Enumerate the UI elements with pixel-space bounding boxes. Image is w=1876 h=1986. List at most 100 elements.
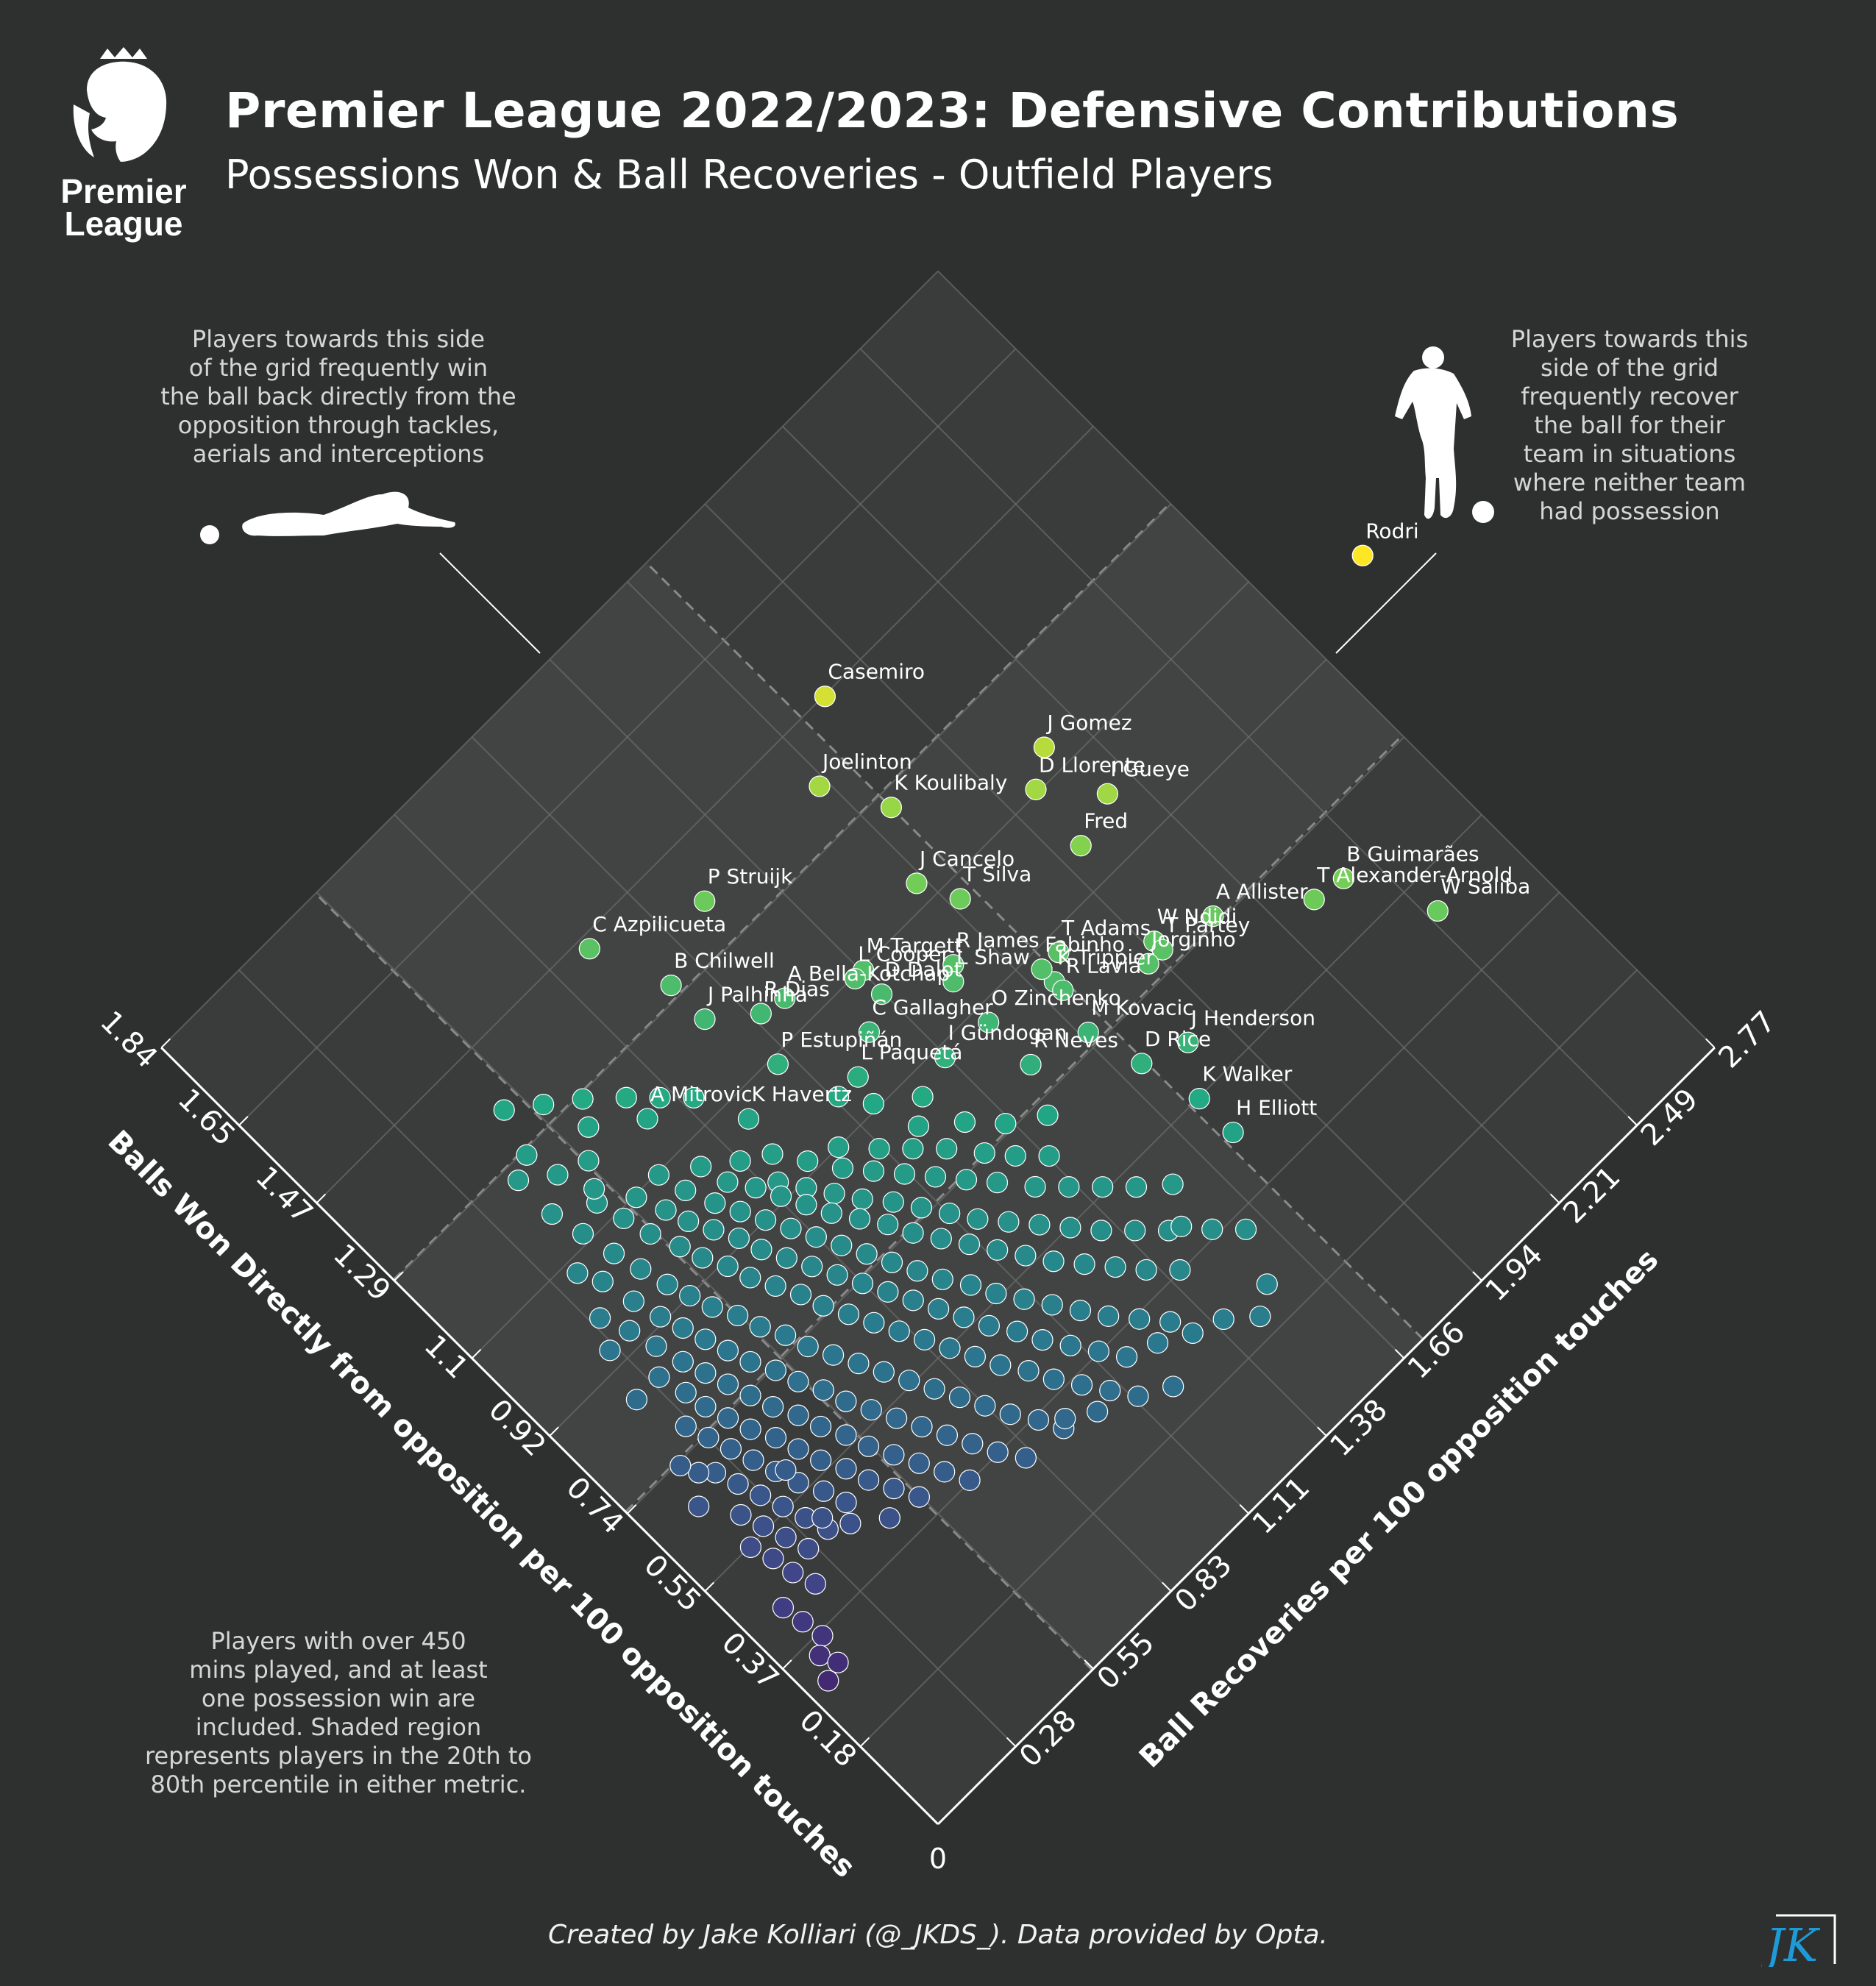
player-point [1256,1273,1278,1295]
player-point [1058,1176,1080,1198]
player-point [858,1469,880,1491]
footer-credit: Created by Jake Kolliari (@_JKDS_). Data… [548,1920,1328,1950]
player-point [782,1562,804,1584]
player-point [717,1339,739,1362]
player-point [873,1361,895,1383]
player-point [583,1178,605,1200]
player-label: Fred [1084,809,1128,833]
player-point [717,1407,739,1429]
player-point [883,1478,905,1500]
player-point [650,1306,672,1328]
player-point [1038,1145,1060,1167]
player-point [625,1389,648,1411]
player-point [750,1484,772,1506]
player-label: K Havertz [751,1082,851,1106]
player-label: C Gallagher [872,995,993,1019]
player-point [928,1298,950,1320]
player-point [619,1320,641,1342]
player-label: T Partey [1165,913,1250,937]
player-point [883,1444,905,1466]
player-point-labeled [1351,544,1374,566]
player-point-labeled [880,797,903,819]
player-point [669,1236,691,1258]
player-point-labeled [858,1021,881,1043]
player-point [639,1222,661,1245]
player-point [964,1345,986,1367]
player-point [1201,1218,1223,1240]
player-point [742,1449,764,1471]
player-point [787,1438,809,1460]
player-point [739,1384,761,1406]
grid-line [859,348,1638,1126]
player-label: L Cooper [858,942,950,967]
player-point-labeled [1177,1031,1199,1053]
player-point [831,1157,854,1179]
player-point [898,1370,920,1392]
player-point [1092,1176,1114,1198]
player-label: T Alexander-Arnold [1316,863,1513,887]
player-point [678,1210,700,1232]
player-point [541,1203,564,1225]
player-point [827,1651,849,1673]
player-label: Rodri [1365,519,1418,543]
player-point [953,1111,976,1133]
player-point [1059,1217,1081,1239]
player-point [772,1597,795,1619]
player-label: M Targett [867,933,963,958]
player-point [860,1399,882,1421]
player-point [822,1344,845,1366]
player-point [974,1395,996,1417]
x-tick [238,1116,249,1126]
player-point-labeled [1202,905,1224,928]
player-label: J Palhinha [706,983,808,1007]
player-point [729,1200,751,1222]
player-point-labeled [978,1011,1000,1033]
player-point [848,1353,870,1375]
player-label: C Azpilicueta [592,912,726,936]
player-point [1249,1306,1271,1328]
player-point-labeled [694,1008,716,1031]
player-point [826,1264,848,1286]
player-point [1059,1334,1081,1356]
player-point [1054,1407,1076,1430]
player-point [1028,1214,1051,1236]
player-point [881,1251,903,1273]
player-point [1182,1322,1204,1345]
player-point [820,1202,842,1224]
player-label: A Allister [1216,880,1308,904]
player-point [792,1611,814,1633]
player-point-labeled [1303,889,1325,911]
player-point [998,1211,1020,1233]
player-point-labeled [1070,835,1092,857]
y-tick [1162,1581,1172,1592]
grid-line [238,348,1017,1126]
player-point [999,1403,1021,1426]
player-point [812,1379,834,1401]
player-point [789,1284,812,1306]
player-point [1125,1176,1148,1198]
x-tick [859,1737,870,1748]
player-point [727,1304,749,1327]
player-point [775,1324,797,1346]
player-point [1098,1305,1120,1327]
player-point [902,1222,924,1244]
player-point [910,1197,933,1219]
player-point [878,1507,900,1529]
y-tick [1472,1271,1482,1281]
player-point [955,1169,978,1191]
player-point-labeled [1222,1121,1244,1144]
player-point [939,1337,961,1359]
player-point [958,1234,981,1256]
player-point [1159,1311,1182,1333]
player-point [672,1350,694,1373]
running-player-icon [1395,346,1494,523]
player-point [959,1469,981,1491]
player-point [810,1449,832,1471]
player-point [780,1217,802,1239]
player-point [603,1242,625,1264]
player-label: L Paquetá [861,1040,962,1064]
player-point-labeled [1131,1053,1153,1075]
x-tick [627,1504,637,1515]
